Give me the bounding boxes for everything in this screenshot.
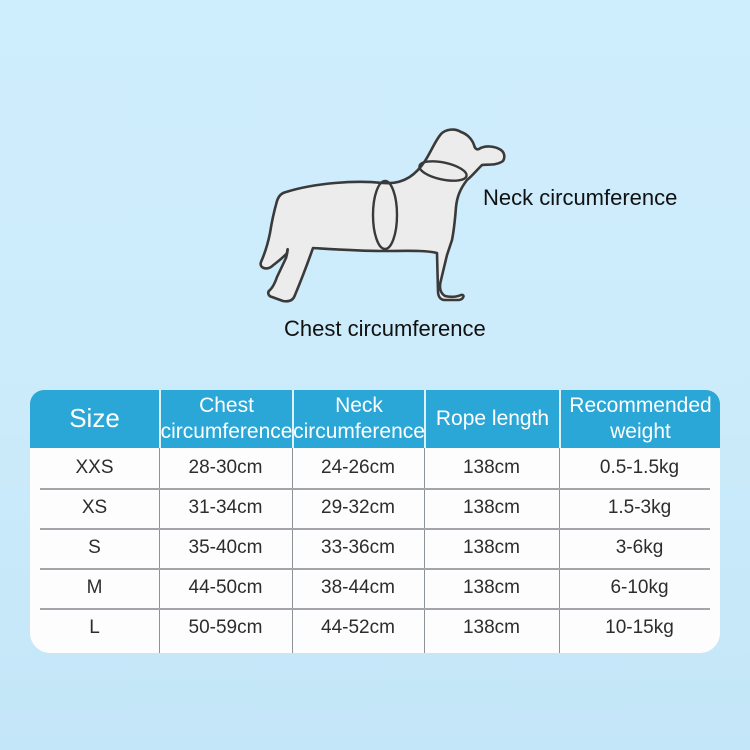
cell-neck: 44-52cm [321,617,395,638]
size-table-panel: Size Chest circumference Neck circumfere… [30,390,720,653]
dog-icon [259,128,506,303]
cell-rope: 138cm [462,577,521,598]
col-header-rope: Rope length [424,390,559,448]
cell-weight: 6-10kg [610,577,669,598]
cell-chest: 35-40cm [188,537,263,558]
cell-neck: 33-36cm [321,537,395,558]
cell-neck: 38-44cm [321,577,395,598]
size-table-body: XXS 28-30cm 24-26cm 138cm 0.5-1.5kg XS 3… [30,448,720,653]
cell-rope: 138cm [462,457,521,478]
col-header-size: Size [69,403,120,434]
row-divider [40,488,710,490]
col-header-chest: Chest circumference [159,390,292,448]
column-divider [559,448,560,653]
cell-neck: 29-32cm [321,497,395,518]
table-row-xs: XS 31-34cm 29-32cm 138cm 1.5-3kg [30,488,720,528]
cell-size: S [88,537,101,558]
cell-rope: 138cm [462,617,521,638]
table-row-xxs: XXS 28-30cm 24-26cm 138cm 0.5-1.5kg [30,448,720,488]
cell-rope: 138cm [462,537,521,558]
cell-rope: 138cm [462,497,521,518]
cell-size: XXS [75,457,114,478]
chest-circumference-label: Chest circumference [284,316,486,341]
table-row-m: M 44-50cm 38-44cm 138cm 6-10kg [30,568,720,608]
cell-chest: 28-30cm [188,457,263,478]
row-divider [40,568,710,570]
cell-size: M [86,577,103,598]
col-header-neck: Neck circumference [292,390,425,448]
table-row-s: S 35-40cm 33-36cm 138cm 3-6kg [30,528,720,568]
size-table-header-row: Size Chest circumference Neck circumfere… [30,390,720,448]
column-divider [292,448,293,653]
cell-neck: 24-26cm [321,457,395,478]
table-row-l: L 50-59cm 44-52cm 138cm 10-15kg [30,608,720,648]
cell-weight: 10-15kg [605,617,674,638]
cell-size: XS [81,497,108,518]
column-divider [159,448,160,653]
column-divider [424,448,425,653]
col-header-weight: Recommended weight [559,390,720,448]
cell-chest: 50-59cm [188,617,263,638]
cell-size: L [89,617,100,638]
cell-weight: 3-6kg [615,537,664,558]
row-divider [40,608,710,610]
chest-girth-ring [371,179,399,251]
dog-body-outline [259,128,506,303]
cell-weight: 0.5-1.5kg [599,457,680,478]
cell-weight: 1.5-3kg [607,497,672,518]
cell-chest: 31-34cm [188,497,263,518]
neck-circumference-label: Neck circumference [483,185,678,210]
neck-collar-ring [418,160,468,182]
cell-chest: 44-50cm [188,577,263,598]
row-divider [40,528,710,530]
